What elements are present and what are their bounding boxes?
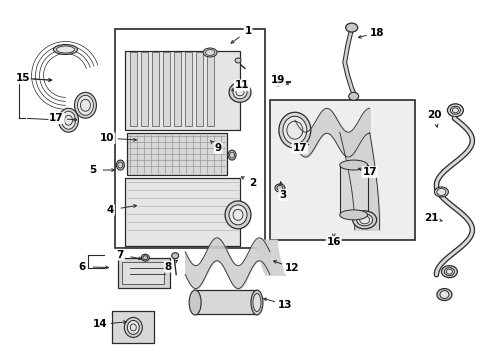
Text: 17: 17 — [49, 113, 64, 123]
Ellipse shape — [436, 189, 445, 195]
Bar — [125, 50, 240, 130]
Ellipse shape — [439, 291, 448, 298]
Ellipse shape — [189, 290, 201, 315]
Text: 21: 21 — [424, 213, 438, 223]
Text: 7: 7 — [117, 250, 124, 260]
Bar — [174, 53, 181, 126]
Bar — [196, 53, 203, 126]
Ellipse shape — [252, 293, 261, 311]
Bar — [207, 53, 214, 126]
Ellipse shape — [228, 205, 246, 225]
Ellipse shape — [444, 268, 453, 276]
Ellipse shape — [77, 95, 93, 115]
Ellipse shape — [352, 211, 376, 229]
Bar — [115, 28, 264, 248]
Text: 19: 19 — [270, 75, 285, 85]
Ellipse shape — [235, 58, 241, 63]
Text: 17: 17 — [362, 167, 376, 177]
Ellipse shape — [447, 104, 463, 117]
Ellipse shape — [141, 254, 149, 261]
Text: 13: 13 — [277, 300, 291, 310]
Ellipse shape — [61, 111, 75, 129]
Bar — [112, 311, 154, 343]
Ellipse shape — [228, 82, 250, 102]
Ellipse shape — [441, 266, 456, 278]
Ellipse shape — [205, 50, 214, 55]
Ellipse shape — [345, 23, 357, 32]
Bar — [118, 258, 170, 288]
Ellipse shape — [57, 46, 74, 53]
Bar — [141, 53, 148, 126]
Bar — [339, 165, 367, 215]
Ellipse shape — [59, 108, 78, 132]
Ellipse shape — [339, 210, 367, 220]
Ellipse shape — [171, 253, 178, 259]
Text: 20: 20 — [427, 110, 441, 120]
Ellipse shape — [339, 160, 367, 170]
Ellipse shape — [356, 214, 372, 226]
Ellipse shape — [53, 45, 77, 54]
Text: 16: 16 — [326, 237, 340, 247]
Text: 15: 15 — [15, 73, 30, 84]
Ellipse shape — [283, 116, 306, 144]
Text: 5: 5 — [89, 165, 96, 175]
Text: 9: 9 — [214, 143, 221, 153]
Text: 17: 17 — [292, 143, 306, 153]
Ellipse shape — [250, 290, 263, 315]
Bar — [127, 133, 226, 175]
Bar — [163, 53, 170, 126]
Ellipse shape — [278, 112, 310, 148]
Text: 10: 10 — [100, 133, 114, 143]
Ellipse shape — [74, 92, 96, 118]
Text: 3: 3 — [279, 190, 286, 200]
Ellipse shape — [274, 184, 285, 192]
Ellipse shape — [449, 106, 459, 114]
Ellipse shape — [348, 92, 358, 100]
Ellipse shape — [203, 48, 217, 57]
Ellipse shape — [124, 318, 142, 337]
Ellipse shape — [433, 187, 447, 197]
Text: 6: 6 — [79, 262, 86, 272]
Ellipse shape — [224, 201, 250, 229]
Bar — [125, 178, 240, 246]
Text: 1: 1 — [244, 26, 251, 36]
Text: 14: 14 — [93, 319, 107, 329]
Ellipse shape — [116, 160, 124, 170]
Ellipse shape — [273, 79, 282, 86]
Bar — [269, 100, 414, 240]
Bar — [122, 262, 164, 284]
Ellipse shape — [127, 320, 139, 334]
Text: 2: 2 — [249, 178, 256, 188]
Text: 8: 8 — [164, 262, 171, 272]
Ellipse shape — [233, 86, 246, 99]
Text: 12: 12 — [284, 263, 299, 273]
Bar — [130, 53, 137, 126]
Bar — [185, 53, 192, 126]
Bar — [195, 289, 256, 315]
Ellipse shape — [227, 150, 236, 160]
Text: 18: 18 — [368, 28, 383, 37]
Ellipse shape — [436, 289, 451, 301]
Text: 4: 4 — [106, 205, 114, 215]
Bar — [152, 53, 159, 126]
Text: 11: 11 — [234, 80, 249, 90]
